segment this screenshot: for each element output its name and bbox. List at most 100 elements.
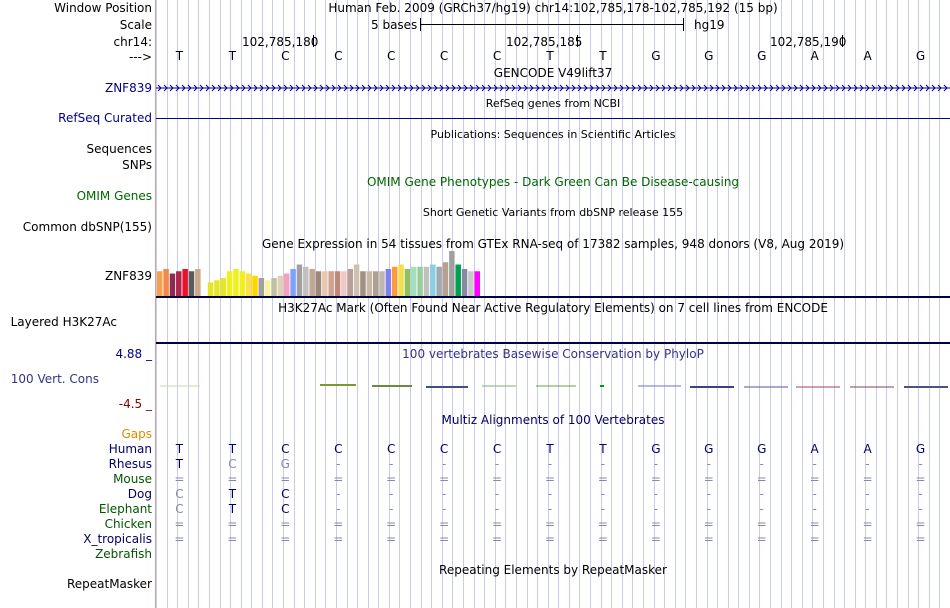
gtex-tissue-bar[interactable]	[169, 273, 176, 297]
alignment-base: -	[441, 457, 447, 471]
dbsnp-track-title[interactable]: Short Genetic Variants from dbSNP releas…	[422, 206, 684, 219]
gtex-tissue-bar[interactable]	[366, 271, 373, 296]
gtex-tissue-bar[interactable]	[442, 262, 449, 296]
gtex-tissue-bar[interactable]	[201, 291, 207, 297]
gtex-tissue-bar[interactable]	[220, 278, 227, 296]
gtex-tissue-bar[interactable]	[296, 264, 303, 297]
gtex-tissue-bar[interactable]	[391, 266, 398, 296]
base-letter: C	[492, 49, 502, 63]
gtex-tissue-bar[interactable]	[195, 269, 201, 296]
gtex-tissue-bar[interactable]	[341, 271, 347, 296]
gtex-tissue-bar[interactable]	[474, 271, 481, 296]
gtex-tissue-bar[interactable]	[455, 264, 461, 297]
omim-genes-label[interactable]: OMIM Genes	[76, 189, 152, 203]
h3k27ac-track-title[interactable]: H3K27Ac Mark (Often Found Near Active Re…	[278, 301, 828, 315]
h3k27ac-label[interactable]: Layered H3K27Ac	[10, 315, 117, 329]
gtex-tissue-bar[interactable]	[245, 273, 252, 297]
phylop-track-title[interactable]: 100 vertebrates Basewise Conservation by…	[402, 347, 704, 361]
species-label[interactable]: Dog	[127, 487, 152, 501]
refseq-gene-line[interactable]	[156, 118, 950, 119]
species-label[interactable]: Human	[108, 442, 152, 456]
alignment-base: =	[492, 517, 503, 531]
gtex-tissue-bar[interactable]	[423, 266, 430, 296]
gtex-tissue-bar[interactable]	[214, 280, 220, 296]
alignment-base: =	[650, 517, 661, 531]
alignment-base: =	[915, 532, 926, 546]
gtex-tissue-bar[interactable]	[264, 280, 271, 296]
gtex-tissue-bar[interactable]	[188, 271, 195, 296]
gtex-track-title[interactable]: Gene Expression in 54 tissues from GTEx …	[261, 237, 845, 251]
gtex-tissue-bar[interactable]	[398, 264, 404, 297]
gtex-tissue-bar[interactable]	[417, 266, 423, 296]
gencode-gene-strand-arrows[interactable]	[156, 82, 950, 94]
phylop-conservation-plot[interactable]	[156, 380, 950, 392]
phylop-min-label: -4.5 _	[118, 397, 152, 411]
gtex-tissue-bar[interactable]	[182, 269, 188, 296]
gtex-tissue-bar[interactable]	[334, 271, 341, 296]
gtex-tissue-bar[interactable]	[226, 271, 233, 296]
gtex-gene-label[interactable]: ZNF839	[104, 269, 152, 283]
snps-label[interactable]: SNPs	[122, 158, 152, 172]
multiz-track-title[interactable]: Multiz Alignments of 100 Vertebrates	[441, 413, 665, 427]
gtex-tissue-bar[interactable]	[347, 269, 354, 296]
gtex-tissue-bar[interactable]	[315, 271, 322, 296]
gtex-tissue-bar[interactable]	[449, 251, 455, 296]
gtex-tissue-bar[interactable]	[322, 271, 328, 296]
gaps-label[interactable]: Gaps	[121, 427, 152, 441]
gtex-tissue-bar[interactable]	[233, 269, 239, 296]
gtex-tissue-bar[interactable]	[239, 271, 246, 296]
gtex-tissue-bar[interactable]	[436, 266, 442, 296]
alignment-base: =	[333, 472, 344, 486]
gtex-tissue-bar[interactable]	[271, 278, 277, 296]
species-label[interactable]: Rhesus	[108, 457, 152, 471]
repeatmasker-track-title[interactable]: Repeating Elements by RepeatMasker	[439, 563, 667, 577]
gtex-tissue-bar[interactable]	[328, 271, 334, 296]
refseq-curated-label[interactable]: RefSeq Curated	[58, 111, 152, 125]
gtex-tissue-bar[interactable]	[303, 266, 309, 296]
gtex-tissue-bar[interactable]	[163, 269, 169, 296]
base-letter: C	[334, 49, 343, 63]
gtex-tissue-bar[interactable]	[461, 269, 468, 296]
alignment-base: =	[809, 472, 820, 486]
gtex-tissue-bar[interactable]	[379, 271, 385, 296]
alignment-base: -	[547, 502, 553, 516]
phylop-track-label[interactable]: 100 Vert. Cons	[10, 372, 99, 386]
sequences-label[interactable]: Sequences	[86, 142, 152, 156]
publications-track-title[interactable]: Publications: Sequences in Scientific Ar…	[430, 128, 676, 141]
gtex-tissue-bar[interactable]	[252, 275, 258, 296]
gtex-tissue-bar[interactable]	[430, 264, 436, 297]
repeatmasker-label[interactable]: RepeatMasker	[66, 577, 152, 591]
gencode-gene-label[interactable]: ZNF839	[104, 81, 152, 95]
gtex-tissue-bar[interactable]	[372, 271, 379, 296]
gtex-tissue-bar[interactable]	[353, 264, 360, 297]
common-dbsnp-label[interactable]: Common dbSNP(155)	[22, 220, 152, 234]
species-label[interactable]: Zebrafish	[95, 547, 152, 561]
gtex-tissue-bar[interactable]	[385, 269, 392, 296]
alignment-base: -	[865, 502, 870, 516]
species-label[interactable]: Chicken	[104, 517, 152, 531]
refseq-track-title[interactable]: RefSeq genes from NCBI	[485, 97, 621, 110]
gtex-tissue-bar[interactable]	[309, 269, 315, 296]
tracks-area[interactable]: Human Feb. 2009 (GRCh37/hg19) chr14:102,…	[156, 0, 950, 608]
gtex-tissue-bar[interactable]	[411, 266, 417, 296]
species-label[interactable]: X_tropicalis	[83, 532, 152, 546]
species-label[interactable]: Elephant	[98, 502, 152, 516]
gencode-track-title[interactable]: GENCODE V49lift37	[493, 66, 613, 80]
gtex-tissue-bar[interactable]	[468, 271, 474, 296]
gtex-tissue-bar[interactable]	[404, 269, 411, 296]
alignment-base: -	[336, 457, 341, 471]
base-letter: A	[863, 49, 872, 63]
species-label[interactable]: Mouse	[113, 472, 152, 486]
gtex-expression-bars[interactable]	[156, 251, 950, 296]
omim-track-title[interactable]: OMIM Gene Phenotypes - Dark Green Can Be…	[366, 175, 740, 189]
gtex-tissue-bar[interactable]	[360, 271, 366, 296]
alignment-base: =	[492, 532, 503, 546]
gtex-tissue-bar[interactable]	[284, 273, 290, 297]
gtex-tissue-bar[interactable]	[258, 278, 265, 296]
gtex-tissue-bar[interactable]	[290, 269, 296, 296]
gtex-tissue-bar[interactable]	[157, 271, 163, 296]
gtex-tissue-bar[interactable]	[176, 271, 182, 296]
gtex-tissue-bar[interactable]	[277, 275, 284, 296]
gtex-tissue-bar[interactable]	[207, 282, 214, 297]
alignment-base: -	[812, 457, 817, 471]
